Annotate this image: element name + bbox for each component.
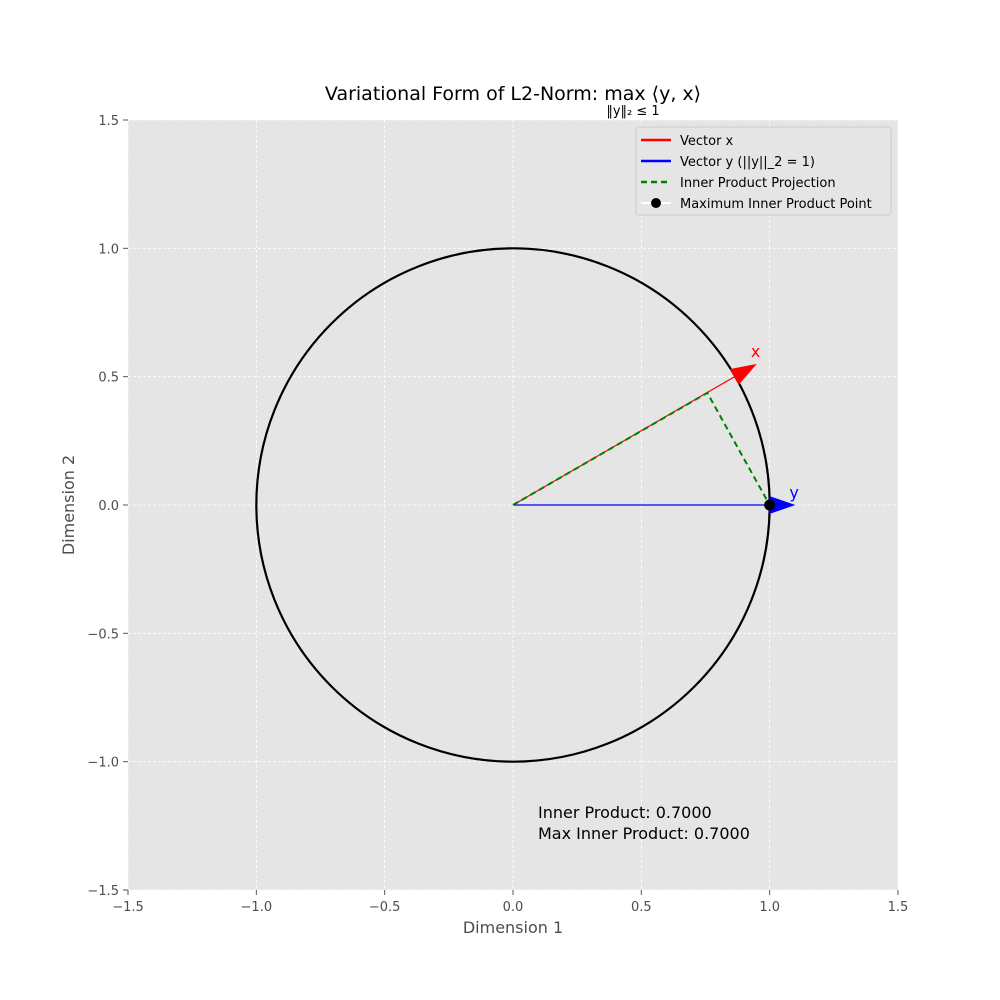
projection-line (512, 391, 771, 506)
x-tick-label: −0.5 (369, 900, 401, 915)
legend-label: Inner Product Projection (680, 176, 836, 191)
x-tick-label: −1.5 (112, 900, 144, 915)
x-axis-label: Dimension 1 (463, 918, 563, 937)
y-tick-label: −1.5 (87, 884, 119, 899)
annotation-max-inner-product: Max Inner Product: 0.7000 (538, 824, 750, 843)
max-inner-product-point (764, 499, 776, 511)
legend-marker (651, 198, 661, 208)
x-tick-label: 0.0 (503, 900, 524, 915)
ticks: −1.5 −1.0 −0.5 0.0 0.5 1.0 1.5 −1.5 −1.0 −0.5 0.0 0… (87, 114, 908, 915)
marks: yx (255, 247, 799, 763)
x-tick-label: 1.0 (759, 900, 780, 915)
chart-title: Variational Form of L2-Norm: max ⟨y, x⟩ (325, 83, 701, 105)
x-tick-label: 0.5 (631, 900, 652, 915)
y-tick-label: −0.5 (87, 627, 119, 642)
y-tick-label: −1.0 (87, 756, 119, 771)
legend-box (635, 126, 892, 216)
y-tick-label: 1.5 (98, 114, 119, 129)
annotation-inner-product: Inner Product: 0.7000 (538, 803, 712, 822)
y-tick-label: 1.0 (98, 242, 119, 257)
vector-y-label: y (789, 483, 798, 502)
legend-label: Maximum Inner Product Point (680, 197, 872, 212)
x-tick-label: 1.5 (888, 900, 909, 915)
x-tick-label: −1.0 (241, 900, 273, 915)
vector-y-head (769, 496, 796, 514)
y-tick-label: 0.0 (98, 499, 119, 514)
legend-label: Vector x (680, 134, 734, 149)
title-subscript: ‖y‖₂ ≤ 1 (606, 104, 659, 119)
y-axis-label: Dimension 2 (59, 455, 78, 555)
y-tick-label: 0.5 (98, 371, 119, 386)
vector-x-label: x (751, 342, 760, 361)
legend: Vector x Vector y (||y||_2 = 1) Inner Prod… (635, 126, 892, 216)
legend-label: Vector y (||y||_2 = 1) (680, 155, 815, 170)
vector-x-head (729, 363, 757, 385)
